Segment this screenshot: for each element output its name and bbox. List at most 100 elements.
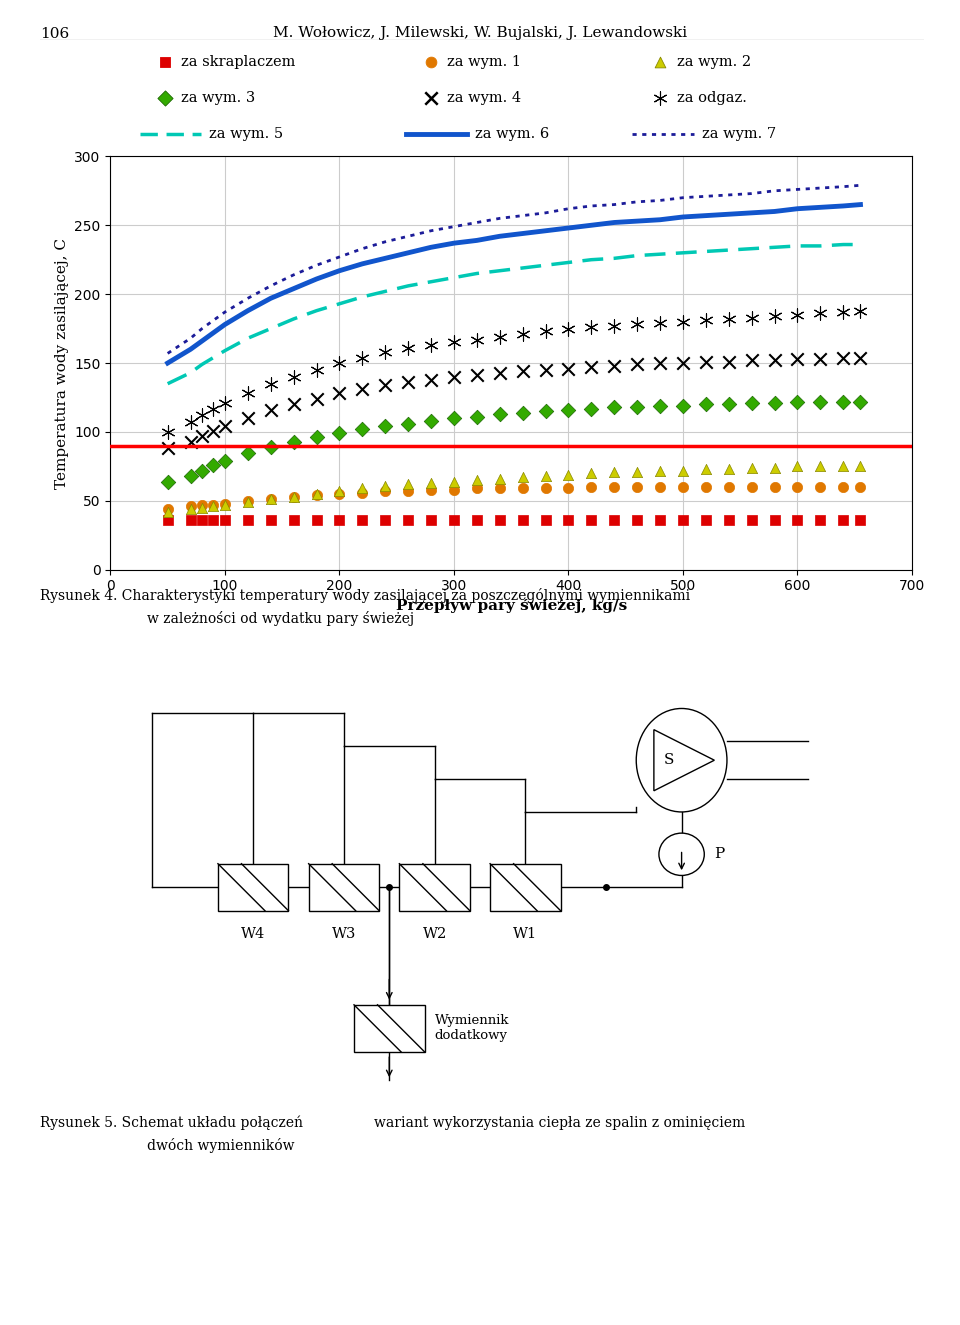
Point	[377, 481, 393, 502]
Point	[446, 331, 462, 352]
Text: za wym. 6: za wym. 6	[475, 127, 549, 140]
Point	[205, 494, 221, 515]
Point	[354, 478, 370, 500]
Point	[630, 396, 645, 417]
Point	[332, 481, 348, 502]
Point	[469, 510, 485, 531]
Point	[205, 496, 221, 517]
Text: S: S	[663, 753, 674, 767]
Point	[492, 362, 508, 383]
Text: za odgaz.: za odgaz.	[677, 91, 747, 105]
Point	[538, 465, 553, 486]
Point	[182, 496, 199, 517]
Point	[515, 466, 530, 488]
Point	[744, 307, 759, 329]
Point	[813, 348, 828, 370]
Bar	[354, 1004, 424, 1052]
Point	[852, 299, 868, 321]
Point	[423, 411, 439, 432]
Point	[852, 391, 868, 412]
Point	[469, 364, 485, 386]
Point	[309, 484, 324, 505]
Point	[653, 52, 668, 73]
Point	[653, 477, 668, 498]
Point	[492, 403, 508, 424]
Point	[721, 458, 736, 480]
Point	[332, 484, 348, 505]
Point	[653, 460, 668, 481]
Point	[721, 477, 736, 498]
Point	[744, 392, 759, 413]
Point	[721, 394, 736, 415]
Point	[332, 423, 348, 444]
Point	[813, 391, 828, 412]
Ellipse shape	[636, 709, 727, 812]
Point	[767, 477, 782, 498]
Bar	[491, 864, 561, 910]
Point	[653, 510, 668, 531]
Point	[515, 360, 530, 382]
Point	[217, 510, 232, 531]
Point	[217, 494, 232, 515]
Point	[813, 456, 828, 477]
Point	[561, 478, 576, 500]
Point	[263, 489, 278, 510]
Point	[205, 420, 221, 441]
X-axis label: Przepływ pary świeżej, kg/s: Przepływ pary świeżej, kg/s	[396, 599, 627, 613]
Point	[721, 351, 736, 372]
Point	[469, 407, 485, 428]
Point	[584, 510, 599, 531]
Point	[160, 470, 176, 492]
Point	[584, 398, 599, 419]
Point	[790, 391, 805, 412]
Point	[194, 425, 209, 447]
Point	[675, 395, 690, 416]
Point	[515, 510, 530, 531]
Text: W1: W1	[514, 927, 538, 941]
Point	[286, 486, 301, 507]
Point	[354, 347, 370, 368]
Point	[240, 383, 255, 404]
Point	[240, 408, 255, 429]
Point	[156, 87, 172, 109]
Point	[377, 342, 393, 363]
Point	[160, 510, 176, 531]
Point	[240, 510, 255, 531]
Point	[653, 313, 668, 334]
Point	[332, 352, 348, 374]
Point	[446, 470, 462, 492]
Point	[354, 379, 370, 400]
Point	[584, 317, 599, 338]
Point	[698, 477, 713, 498]
Point	[561, 318, 576, 339]
Point	[160, 437, 176, 458]
Point	[205, 454, 221, 476]
Point	[675, 311, 690, 333]
Text: Wymiennik
dodatkowy: Wymiennik dodatkowy	[435, 1015, 509, 1043]
Point	[263, 399, 278, 420]
Point	[538, 478, 553, 500]
Point	[354, 482, 370, 504]
Point	[561, 399, 576, 420]
Point	[492, 468, 508, 489]
Point	[698, 351, 713, 372]
Text: W4: W4	[241, 927, 265, 941]
Point	[835, 347, 851, 368]
Point	[835, 477, 851, 498]
Point	[354, 510, 370, 531]
Point	[515, 323, 530, 344]
Point	[698, 394, 713, 415]
Point	[205, 398, 221, 419]
Point	[721, 309, 736, 330]
Point	[182, 412, 199, 433]
Point	[309, 388, 324, 409]
Point	[813, 303, 828, 325]
Point	[217, 451, 232, 472]
Point	[515, 478, 530, 500]
Point	[309, 427, 324, 448]
Point	[630, 461, 645, 482]
Point	[698, 310, 713, 331]
Text: za wym. 5: za wym. 5	[209, 127, 283, 140]
Point	[240, 492, 255, 513]
Point	[217, 392, 232, 413]
